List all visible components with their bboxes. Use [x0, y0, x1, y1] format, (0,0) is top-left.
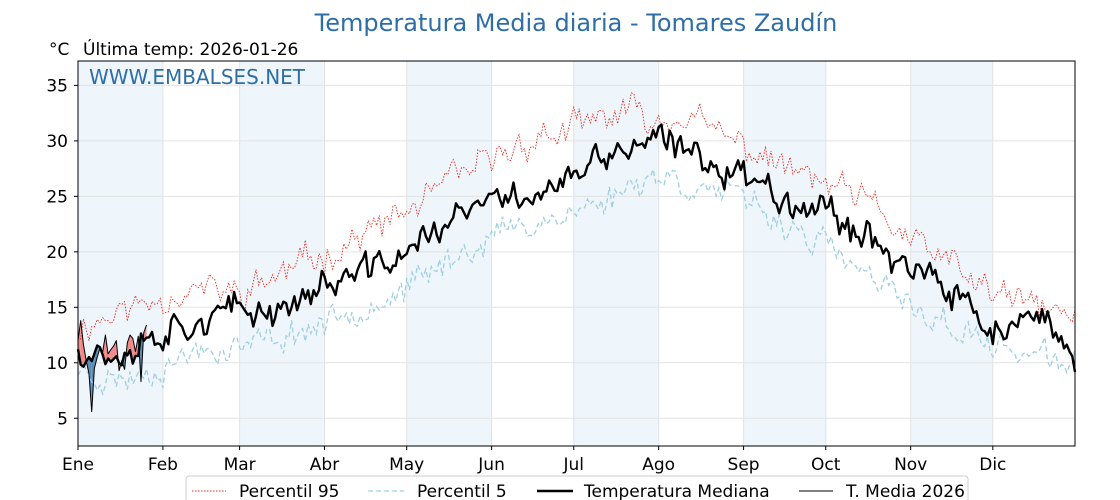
legend-label-p5: Percentil 5	[417, 482, 507, 500]
x-tick-label: Sep	[728, 455, 760, 475]
month-bands	[78, 61, 993, 446]
x-tick-label: Feb	[148, 455, 178, 475]
month-band	[406, 61, 492, 446]
x-tick-label: Jul	[563, 455, 585, 475]
unit-label: °C	[49, 40, 69, 60]
x-tick-label: Nov	[894, 455, 927, 475]
legend-label-p95: Percentil 95	[239, 482, 339, 500]
x-tick-label: Ene	[62, 455, 94, 475]
chart-title: Temperatura Media diaria - Tomares Zaudí…	[314, 9, 838, 37]
y-tick-label: 25	[46, 187, 68, 207]
series-line-percentil-5	[77, 167, 1076, 397]
fill-above-median	[110, 346, 114, 362]
legend-box	[185, 475, 969, 500]
fill-above-median	[78, 320, 81, 365]
fill-above-median	[80, 320, 84, 367]
y-tick-label: 5	[57, 409, 68, 429]
month-band	[743, 61, 826, 446]
y-tick-label: 10	[46, 354, 68, 374]
legend-label-median: Temperatura Mediana	[583, 482, 770, 500]
last-temp-label: Última temp: 2026-01-26	[83, 38, 298, 60]
y-axis: 5 10 15 20 25 30 35	[46, 76, 78, 429]
month-band	[573, 61, 659, 446]
watermark: WWW.EMBALSES.NET	[89, 65, 306, 89]
month-band	[910, 61, 993, 446]
x-tick-label: Jun	[477, 455, 505, 475]
y-tick-label: 15	[46, 298, 68, 318]
x-tick-label: Ago	[642, 455, 675, 475]
x-tick-label: Abr	[310, 455, 339, 475]
series-line-percentil-95	[77, 92, 1076, 341]
series-lines	[76, 92, 1077, 413]
x-tick-label: Oct	[811, 455, 841, 475]
plot-frame	[77, 60, 1076, 447]
series-line-media-2026	[77, 320, 147, 413]
legend: Percentil 95 Percentil 5 Temperatura Med…	[185, 475, 969, 500]
x-tick-label: Dic	[979, 455, 1006, 475]
y-tick-label: 20	[46, 243, 68, 263]
legend-label-current: T. Media 2026	[845, 482, 965, 500]
x-axis: Ene Feb Mar Abr May Jun Jul Ago Sep Oct Nov Dic	[62, 446, 1006, 475]
y-tick-label: 35	[46, 76, 68, 96]
series-line-mediana	[76, 123, 1077, 373]
month-band	[239, 61, 325, 446]
fill-below-median	[94, 345, 98, 369]
y-tick-label: 30	[46, 132, 68, 152]
x-tick-label: Mar	[224, 455, 256, 475]
x-tick-label: May	[389, 455, 424, 475]
